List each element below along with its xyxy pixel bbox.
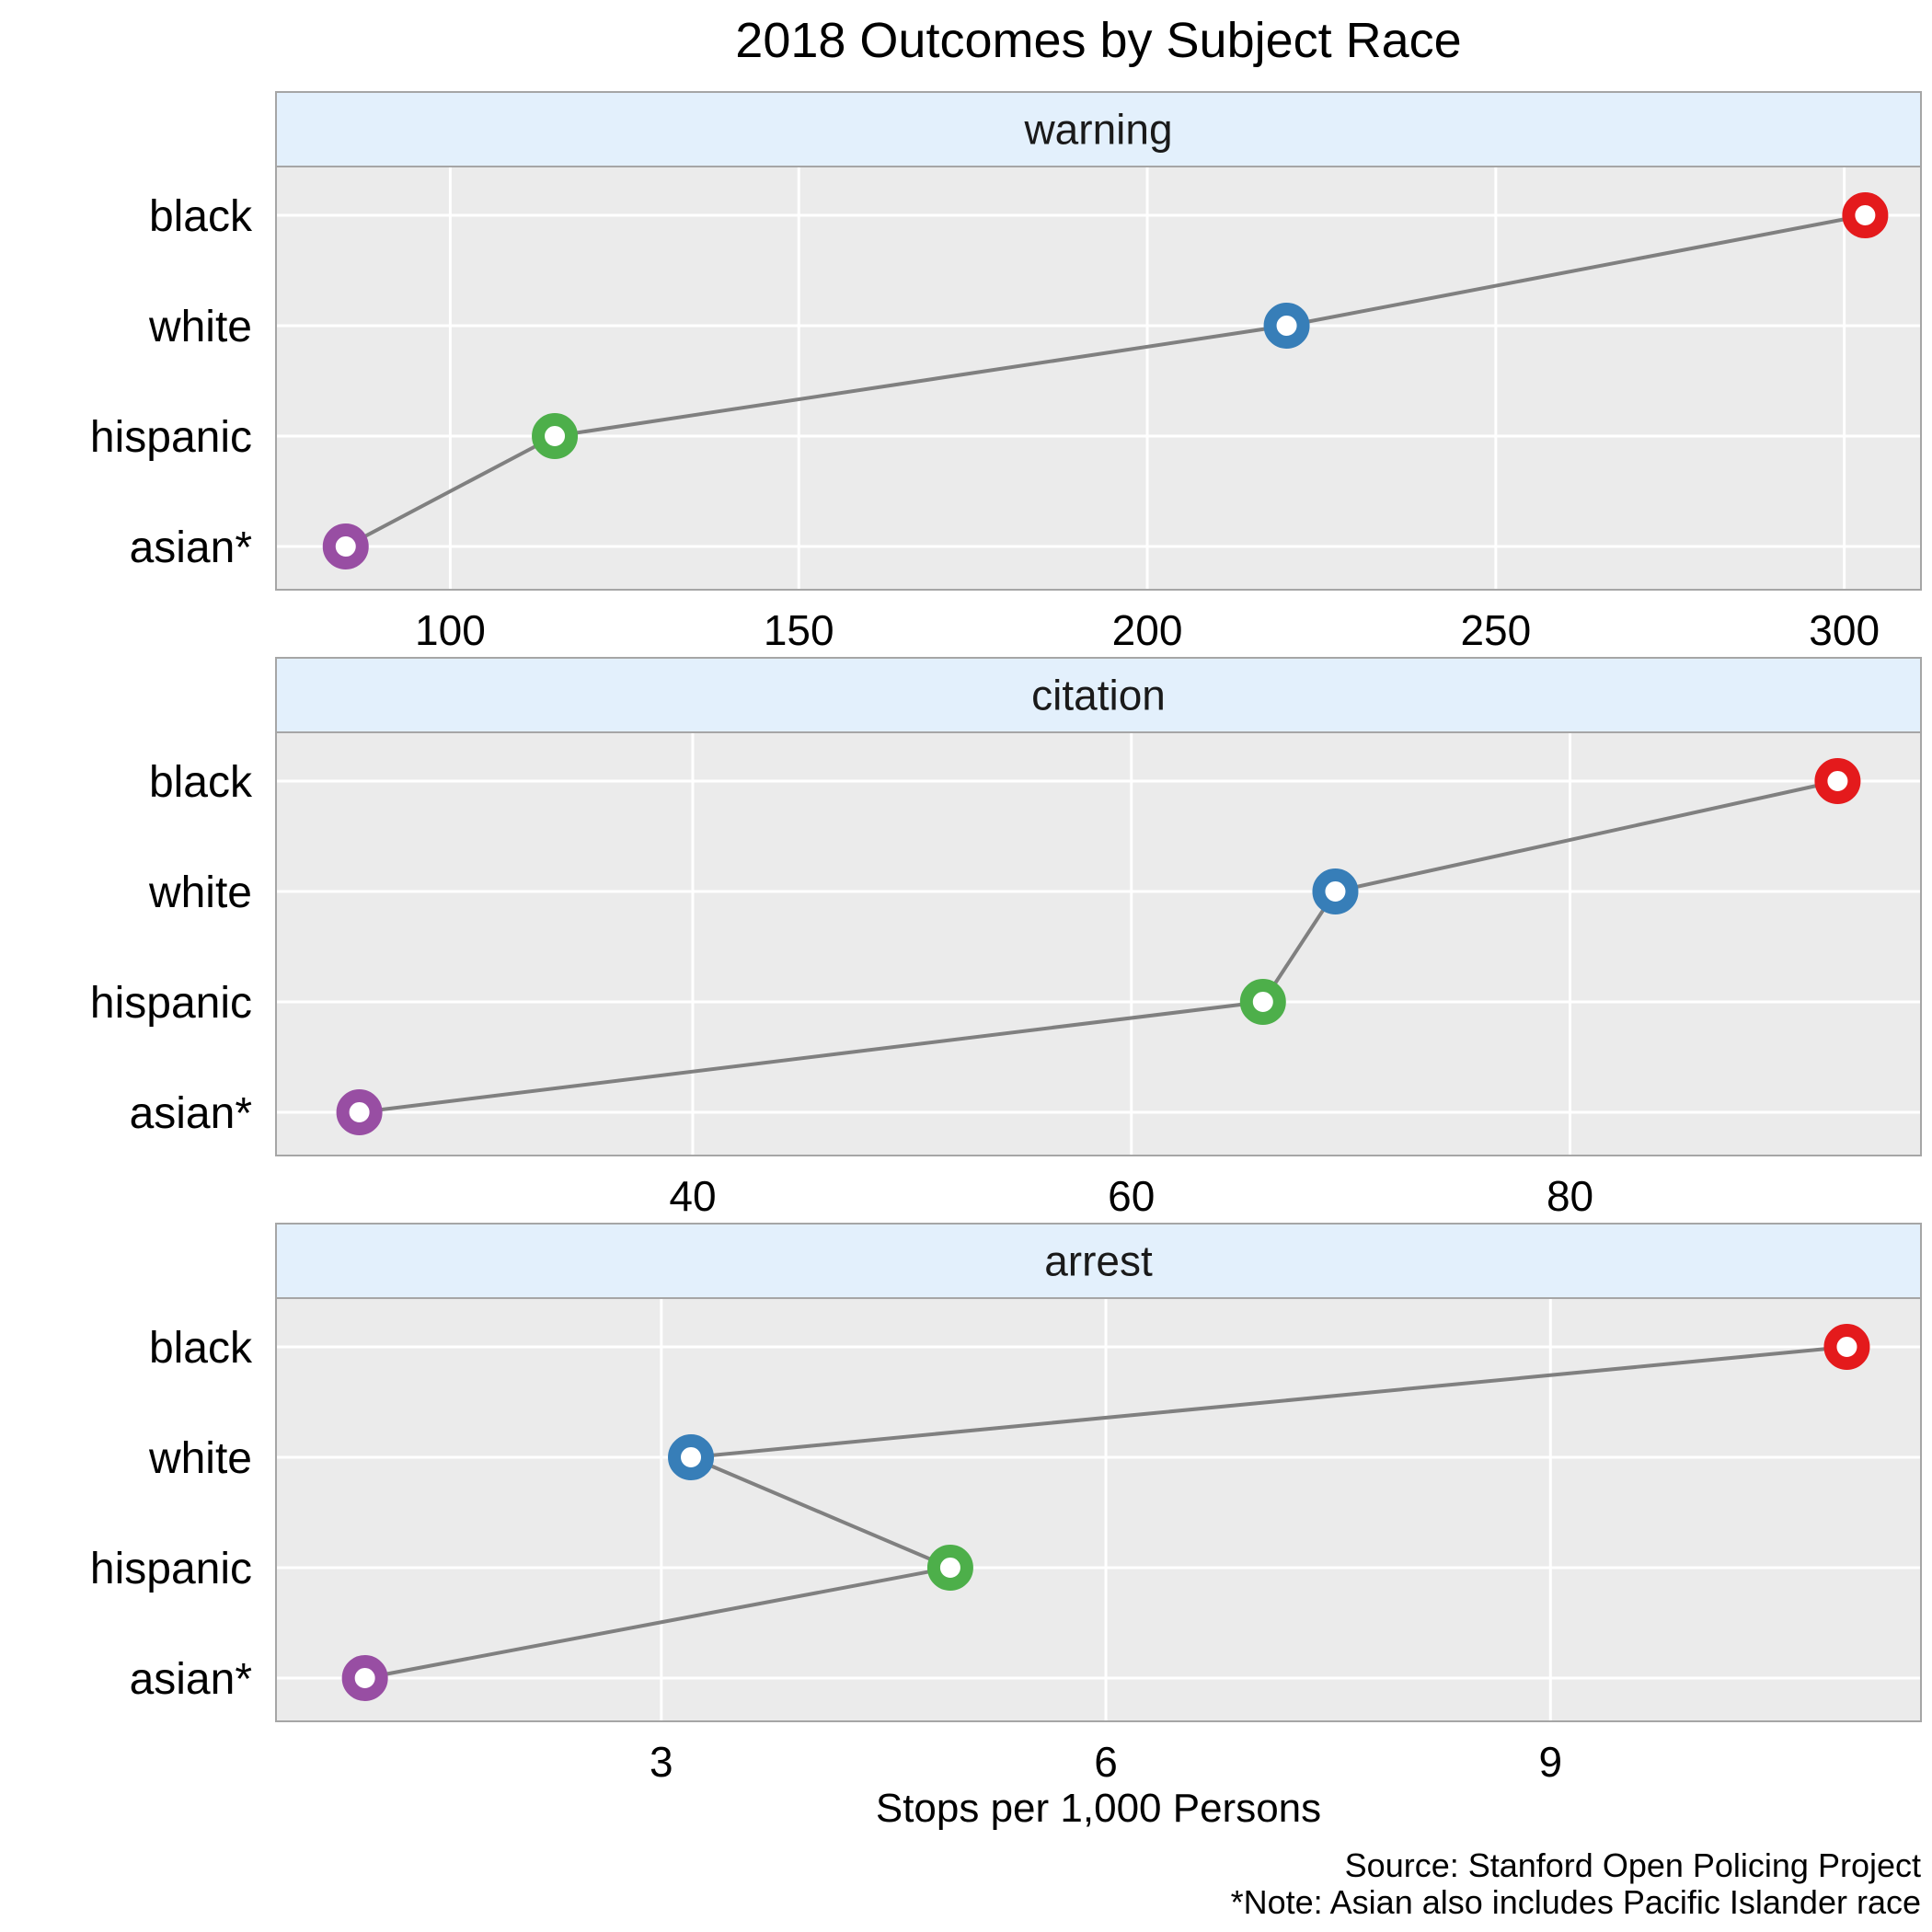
category-label: black	[149, 192, 253, 241]
panel-background	[276, 1298, 1921, 1721]
x-tick-label: 250	[1460, 606, 1531, 654]
x-tick-label: 150	[764, 606, 834, 654]
category-label: white	[148, 868, 252, 917]
data-point-hispanic	[926, 1545, 973, 1591]
facet-strip	[275, 657, 1922, 733]
connector-line	[359, 779, 1838, 1114]
x-tick-label: 300	[1809, 606, 1880, 654]
category-label: hispanic	[90, 979, 252, 1028]
x-tick-label: 60	[1108, 1172, 1155, 1220]
category-label: black	[149, 1324, 253, 1373]
category-label: asian*	[130, 1655, 252, 1704]
panel-background	[276, 167, 1921, 590]
facet-strip	[275, 91, 1922, 167]
category-label: white	[148, 303, 252, 351]
facet-strip-label: arrest	[1044, 1237, 1153, 1285]
chart-title: 2018 Outcomes by Subject Race	[735, 13, 1461, 68]
facet-strip-label: citation	[1031, 672, 1166, 719]
category-label: hispanic	[90, 413, 252, 462]
data-point-hispanic	[532, 413, 579, 459]
data-point-black	[1814, 758, 1861, 804]
x-tick-label: 100	[415, 606, 486, 654]
panel-citation: citation 40 60 80 black white hispanic asian*	[90, 657, 1922, 1220]
x-axis-title: Stops per 1,000 Persons	[876, 1786, 1321, 1831]
data-point-white	[668, 1434, 715, 1480]
category-label: black	[149, 758, 253, 807]
connector-line	[344, 213, 1866, 548]
caption-source: Source: Stanford Open Policing Project	[1345, 1846, 1921, 1884]
x-tick-label: 200	[1112, 606, 1183, 654]
data-point-black	[1823, 1324, 1870, 1370]
panel-warning: warning 100 150 200 250 300 black white hispanic…	[90, 91, 1922, 654]
caption-note: *Note: Asian also includes Pacific Islan…	[1231, 1883, 1921, 1921]
category-label: asian*	[130, 523, 252, 572]
facet-strip-label: warning	[1023, 106, 1172, 154]
category-label: hispanic	[90, 1545, 252, 1593]
data-point-asian	[336, 1089, 383, 1135]
panel-background	[276, 732, 1921, 1156]
category-label: asian*	[130, 1089, 252, 1138]
x-tick-label: 40	[669, 1172, 716, 1220]
data-point-black	[1842, 192, 1889, 238]
x-tick-label: 3	[650, 1738, 673, 1786]
x-tick-label: 6	[1094, 1738, 1118, 1786]
data-point-hispanic	[1239, 979, 1286, 1025]
data-point-asian	[322, 523, 369, 569]
panel-arrest: arrest 3 6 9 black white hispanic asian*	[90, 1223, 1922, 1786]
data-point-asian	[341, 1655, 388, 1701]
panel-border	[275, 166, 1922, 591]
x-tick-label: 9	[1539, 1738, 1563, 1786]
panel-border	[275, 1297, 1922, 1722]
panel-border	[275, 731, 1922, 1156]
connector-line	[364, 1345, 1847, 1680]
data-point-white	[1263, 303, 1310, 349]
x-tick-label: 80	[1547, 1172, 1593, 1220]
facet-panels: warning 100 150 200 250 300 black white hispanic…	[90, 91, 1922, 1786]
category-label: white	[148, 1434, 252, 1483]
data-point-white	[1312, 868, 1359, 914]
